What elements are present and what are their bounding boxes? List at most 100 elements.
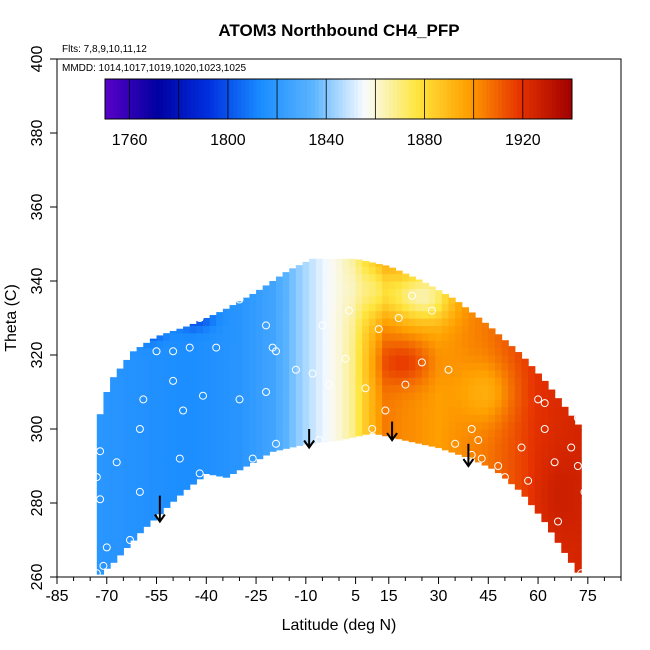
field-cell [309, 325, 317, 334]
field-cell [348, 303, 357, 312]
field-cell [574, 488, 582, 497]
field-cell [156, 369, 164, 378]
field-cell [415, 295, 423, 304]
field-cell [388, 377, 396, 386]
field-cell [116, 525, 124, 534]
field-cell [521, 488, 529, 497]
field-cell [202, 332, 211, 341]
field-cell [176, 443, 184, 452]
field-cell [421, 377, 430, 386]
field-cell [408, 332, 416, 341]
sample-point [341, 354, 350, 363]
field-cell [262, 369, 270, 378]
field-cell [475, 377, 483, 386]
colorbar-segment [463, 79, 468, 119]
field-cell [242, 384, 251, 393]
sample-point [139, 395, 148, 404]
field-cell [222, 451, 231, 460]
field-cell [441, 436, 450, 445]
field-cell [123, 392, 131, 400]
field-cell [216, 399, 224, 408]
field-cell [149, 384, 158, 393]
field-cell [309, 303, 317, 312]
field-cell [501, 384, 509, 393]
field-cell [315, 384, 324, 393]
field-cell [561, 503, 569, 511]
field-cell [415, 377, 423, 386]
field-cell [222, 347, 231, 356]
sample-point [291, 365, 300, 374]
field-cell [528, 473, 536, 482]
sample-point [202, 306, 211, 315]
field-cell [322, 377, 330, 386]
field-cell [149, 406, 158, 415]
field-cell [348, 295, 357, 304]
field-cell [229, 369, 237, 378]
field-cell [335, 310, 343, 319]
field-cell [554, 503, 562, 511]
field-cell [355, 362, 363, 371]
field-cell [348, 406, 357, 415]
field-cell [309, 340, 317, 349]
field-cell [322, 421, 330, 430]
field-cell [329, 325, 337, 334]
field-cell [521, 362, 529, 371]
field-cell [488, 369, 496, 378]
field-cell [521, 369, 529, 378]
colorbar-segment [315, 79, 320, 119]
field-cell [110, 377, 118, 386]
field-cell [435, 384, 443, 393]
field-cell [315, 310, 324, 319]
field-cell [143, 503, 151, 511]
field-cell [362, 273, 370, 282]
y-tick-label: 260 [29, 564, 46, 591]
field-cell [382, 295, 390, 304]
sample-point [92, 473, 101, 482]
field-cell [229, 392, 237, 400]
colorbar-segment [389, 79, 394, 119]
field-cell [216, 392, 224, 400]
field-cell [408, 414, 416, 423]
field-cell [202, 466, 211, 474]
field-cell [275, 406, 284, 415]
field-cell [428, 325, 436, 334]
field-cell [169, 330, 178, 334]
field-cell [561, 473, 569, 482]
colorbar-segment [132, 79, 137, 119]
field-cell [282, 318, 290, 326]
field-cell [322, 332, 330, 341]
field-cell [382, 303, 390, 312]
field-cell [355, 325, 363, 334]
field-cell [375, 303, 383, 312]
field-cell [561, 466, 569, 474]
field-cell [375, 377, 383, 386]
field-cell [282, 399, 290, 408]
field-cell [163, 414, 171, 423]
field-cell [229, 466, 237, 474]
field-cell [342, 355, 350, 363]
field-cell [528, 406, 536, 415]
colorbar-segment [171, 79, 176, 119]
field-cell [269, 362, 277, 371]
y-tick-label: 280 [29, 490, 46, 517]
field-cell [209, 362, 217, 371]
field-cell [368, 310, 377, 319]
sample-point [368, 425, 377, 433]
field-cell [256, 332, 264, 341]
field-cell [282, 406, 290, 415]
field-cell [567, 473, 576, 482]
colorbar-segment [369, 79, 375, 119]
field-cell [216, 369, 224, 378]
field-cell [329, 362, 337, 371]
field-cell [395, 355, 403, 363]
field-cell [567, 525, 576, 534]
field-cell [129, 421, 138, 430]
sample-point [112, 458, 121, 467]
field-cell [116, 429, 124, 437]
field-cell [421, 369, 430, 378]
field-cell [494, 399, 503, 408]
field-cell [249, 340, 257, 349]
field-cell [249, 369, 257, 378]
field-cell [249, 310, 257, 319]
field-cell [348, 369, 357, 378]
